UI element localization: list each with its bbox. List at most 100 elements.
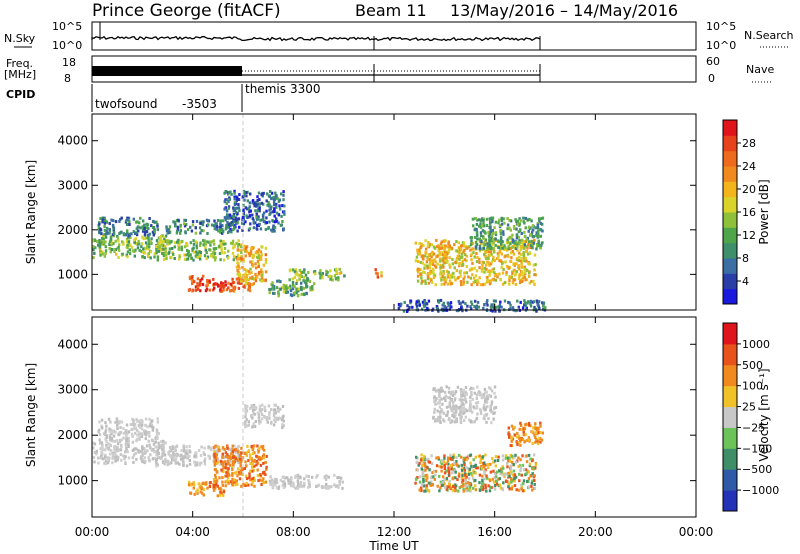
velocity-cell	[263, 407, 266, 411]
power-cell	[487, 250, 490, 254]
power-cell	[278, 204, 281, 208]
power-cell	[210, 253, 213, 256]
velocity-cell	[459, 388, 463, 392]
velocity-cell	[226, 460, 229, 463]
xtick-label: 20:00	[578, 525, 613, 539]
velocity-cell	[227, 447, 231, 451]
power-cell	[267, 201, 270, 204]
power-cell	[137, 225, 140, 229]
nave-label: Nave	[746, 63, 774, 76]
power-cell	[187, 250, 190, 254]
power-cell	[281, 220, 284, 223]
power-cell	[488, 273, 491, 277]
power-cell	[455, 269, 458, 273]
velocity-cell	[437, 415, 440, 419]
power-cell	[118, 243, 121, 247]
velocity-cell	[460, 393, 463, 397]
power-cell	[447, 270, 450, 274]
power-cell	[296, 294, 300, 298]
velocity-cell	[497, 477, 500, 481]
power-cell	[125, 233, 128, 237]
velocity-cell	[510, 487, 514, 491]
power-cell	[470, 258, 473, 262]
power-cell	[143, 230, 147, 234]
velocity-cell	[161, 448, 164, 452]
velocity-cell	[494, 483, 497, 487]
velocity-cell	[271, 479, 274, 483]
power-cell	[233, 189, 236, 193]
ytick-label: 2000	[57, 223, 88, 237]
velocity-cell	[188, 459, 191, 462]
power-cell	[152, 219, 155, 223]
power-cell	[499, 300, 502, 304]
power-cell	[190, 256, 193, 260]
power-cell	[250, 246, 253, 250]
power-cell	[145, 236, 148, 240]
velocity-cell	[282, 486, 286, 489]
power-cell	[257, 191, 261, 195]
velocity-cell	[464, 477, 467, 481]
velocity-cell	[447, 482, 451, 486]
velocity-cell	[205, 482, 208, 486]
velocity-cell	[104, 421, 107, 425]
power-cell	[534, 226, 537, 230]
power-cell	[248, 271, 251, 275]
power-cell	[457, 246, 461, 250]
velocity-cell	[215, 470, 218, 474]
power-cell	[248, 210, 251, 214]
power-cell	[517, 230, 520, 234]
velocity-cell	[479, 461, 482, 464]
power-cell	[256, 227, 259, 231]
power-cell	[507, 254, 510, 258]
power-cell	[518, 267, 521, 271]
power-cell	[270, 197, 273, 201]
power-cell	[482, 246, 485, 250]
colorbar-swatch	[723, 181, 737, 198]
power-cell	[517, 264, 520, 268]
power-cell	[141, 242, 144, 246]
velocity-cell	[231, 466, 234, 470]
velocity-cell	[451, 471, 454, 475]
power-cell	[475, 227, 478, 231]
power-cell	[501, 282, 505, 286]
velocity-cell	[256, 444, 259, 448]
power-cell	[447, 240, 450, 244]
power-cell	[481, 229, 485, 233]
velocity-cell	[212, 488, 216, 492]
velocity-cell	[515, 488, 518, 492]
power-cell	[492, 299, 496, 303]
velocity-cell	[260, 413, 264, 417]
power-cell	[213, 252, 217, 256]
power-cell	[481, 283, 485, 287]
velocity-cell	[512, 427, 515, 431]
velocity-cell	[245, 477, 249, 481]
power-cell	[459, 248, 463, 252]
velocity-cell	[537, 427, 540, 431]
power-cell	[205, 284, 208, 288]
power-cell	[489, 271, 492, 275]
velocity-cell	[216, 494, 219, 498]
velocity-cell	[134, 431, 137, 435]
velocity-cell	[232, 464, 235, 468]
velocity-cell	[245, 405, 249, 408]
power-cell	[260, 201, 264, 205]
power-cell	[214, 222, 217, 226]
power-cell	[458, 264, 461, 268]
power-cell	[487, 261, 490, 265]
power-cell	[526, 236, 530, 240]
power-cell	[101, 216, 104, 220]
velocity-cell	[289, 480, 292, 484]
power-cell	[282, 198, 285, 202]
power-cell	[145, 222, 148, 226]
velocity-cell	[132, 447, 136, 451]
velocity-cell	[256, 461, 260, 465]
power-cell	[471, 217, 475, 221]
velocity-cell	[487, 484, 490, 488]
velocity-cell	[449, 399, 452, 403]
power-cell	[236, 272, 239, 276]
power-cell	[195, 250, 198, 254]
power-cell	[214, 256, 217, 260]
power-cell	[207, 219, 210, 223]
power-cell	[526, 246, 529, 250]
